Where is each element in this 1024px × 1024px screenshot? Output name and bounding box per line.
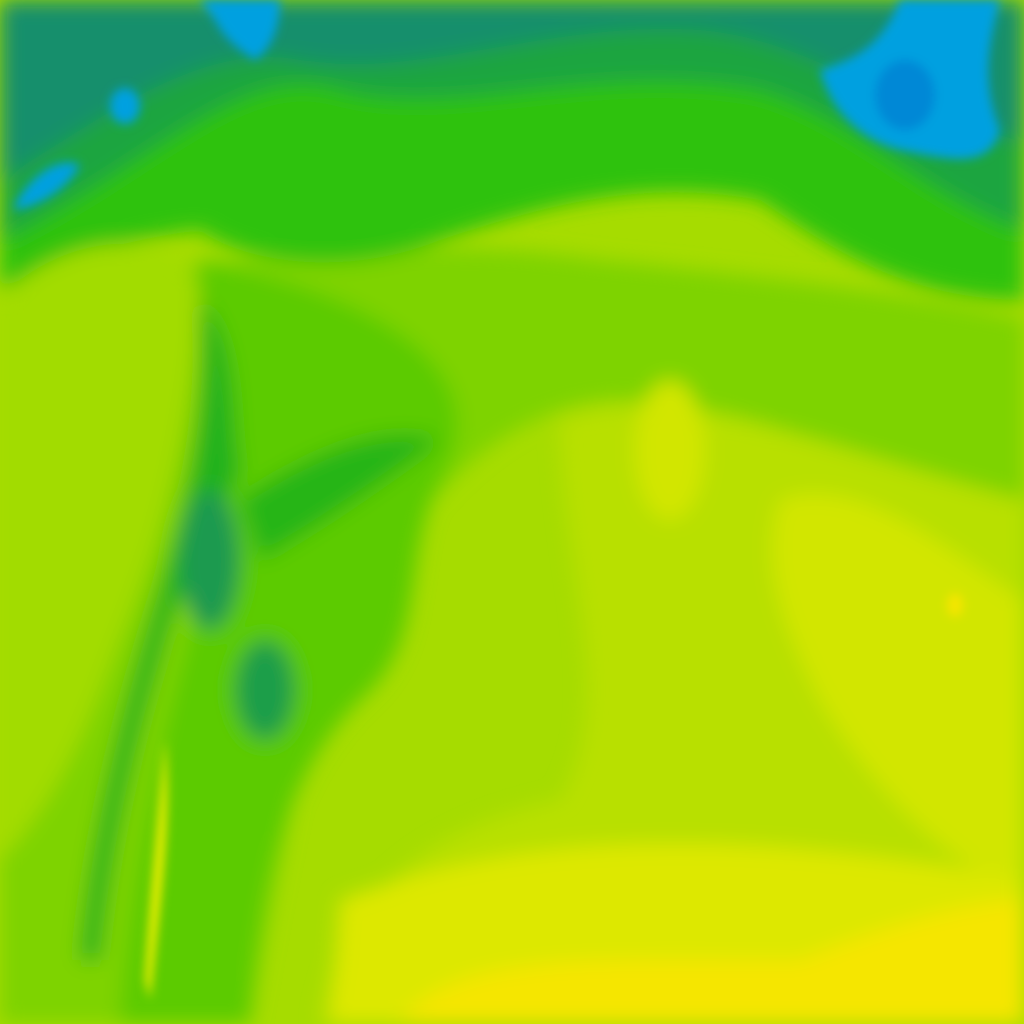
dark-patch	[180, 490, 240, 630]
cold-patch	[200, 0, 280, 60]
cold-core	[875, 60, 935, 130]
cold-patch	[110, 88, 140, 124]
band-lime	[635, 380, 705, 520]
band-teal-green	[0, 0, 1024, 240]
cold-patch	[15, 162, 80, 210]
cold-patches	[15, 0, 1000, 1000]
warm-streak	[145, 740, 168, 1000]
band-lime	[772, 493, 1024, 900]
dark-patch	[235, 640, 295, 740]
streak-branch	[240, 434, 440, 560]
warm-spot	[947, 593, 963, 617]
band-yellow	[400, 900, 1024, 1024]
streak-dark	[80, 300, 240, 960]
band-left-lime	[0, 243, 200, 861]
